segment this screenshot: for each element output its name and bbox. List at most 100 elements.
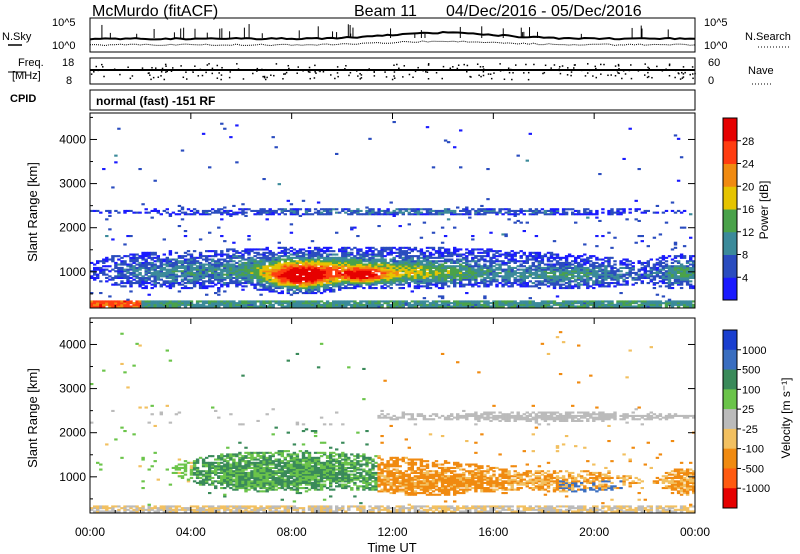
- power-cell: [407, 265, 411, 268]
- power-cell: [325, 271, 330, 274]
- power-cell: [301, 276, 306, 279]
- power-cell: [368, 213, 372, 216]
- power-cell: [350, 305, 354, 308]
- power-cell: [338, 248, 342, 251]
- power-cell: [495, 300, 499, 303]
- nave-dot: [101, 63, 103, 66]
- nave-dot: [502, 69, 505, 72]
- power-cell: [428, 260, 433, 263]
- power-cell: [217, 208, 221, 211]
- nave-dot: [170, 70, 173, 72]
- power-cell: [676, 209, 681, 212]
- power-cell: [205, 263, 209, 266]
- power-cell: [413, 248, 418, 251]
- power-cell: [247, 300, 251, 303]
- power-cell: [298, 248, 303, 251]
- power-cell: [201, 275, 206, 278]
- power-cell: [359, 278, 363, 281]
- power-cell: [316, 251, 321, 254]
- power-cell: [96, 261, 100, 264]
- power-cell: [159, 270, 163, 273]
- power-cell: [280, 292, 284, 295]
- power-cell: [586, 216, 590, 219]
- power-cell: [428, 270, 433, 273]
- power-cell: [365, 246, 369, 249]
- power-cell: [347, 276, 351, 279]
- power-cell: [214, 278, 218, 281]
- power-cell: [138, 280, 142, 283]
- power-cell: [580, 275, 584, 278]
- power-cell: [350, 273, 354, 276]
- power-cell: [377, 278, 381, 281]
- power-cell: [180, 260, 185, 263]
- power-cell: [93, 305, 97, 308]
- power-cell: [407, 211, 411, 214]
- power-cell: [156, 209, 160, 212]
- power-cell: [477, 255, 481, 258]
- power-cell: [316, 290, 321, 293]
- power-cell: [332, 268, 336, 271]
- power-cell: [410, 261, 414, 264]
- power-cell: [371, 261, 375, 264]
- power-cell: [646, 270, 650, 273]
- power-cell: [353, 285, 357, 288]
- power-cell: [168, 273, 173, 276]
- power-cell: [344, 251, 348, 254]
- power-cell: [546, 275, 551, 278]
- power-cell: [208, 278, 212, 281]
- power-cell: [280, 251, 284, 254]
- power-cell: [443, 273, 448, 276]
- power-cell: [217, 263, 221, 266]
- power-cell: [374, 255, 378, 258]
- nave-dot: [216, 77, 219, 79]
- power-cell: [277, 213, 281, 216]
- power-cell: [398, 305, 402, 308]
- power-cell: [353, 305, 357, 308]
- power-cell: [434, 302, 439, 305]
- power-cell: [126, 265, 130, 268]
- power-cell: [332, 256, 336, 259]
- power-cell: [159, 275, 163, 278]
- power-cell: [413, 268, 418, 271]
- power-cell: [347, 303, 351, 306]
- power-cell: [383, 302, 387, 305]
- power-cell: [244, 251, 248, 254]
- power-cell: [335, 273, 339, 276]
- power-cell: [313, 280, 318, 283]
- power-cell: [344, 278, 348, 281]
- power-cell: [256, 300, 260, 303]
- power-cell: [153, 253, 157, 256]
- power-cell: [183, 282, 188, 285]
- cpid-strip-frame: [89, 89, 696, 111]
- power-cell: [177, 265, 182, 268]
- power-cell: [356, 282, 360, 285]
- power-cell: [310, 300, 315, 303]
- power-cell: [180, 208, 185, 211]
- power-cell: [286, 263, 290, 266]
- power-cell: [262, 305, 266, 308]
- power-cell: [208, 285, 212, 288]
- power-cell: [555, 208, 560, 211]
- power-cell: [153, 265, 157, 268]
- power-cell: [120, 266, 124, 269]
- nave-dot: [511, 78, 513, 81]
- power-cell: [165, 305, 169, 308]
- power-cell: [271, 136, 275, 139]
- power-cell: [250, 209, 254, 212]
- power-cell: [186, 213, 191, 216]
- power-cell: [465, 305, 469, 308]
- power-cell: [371, 260, 375, 263]
- power-cell: [319, 211, 324, 214]
- nave-dot: [220, 78, 222, 81]
- power-cell: [365, 303, 369, 306]
- power-cell: [380, 285, 384, 288]
- power-cell: [374, 265, 378, 268]
- power-cell: [465, 248, 469, 251]
- power-cell: [434, 305, 439, 308]
- power-cell: [232, 263, 236, 266]
- power-cell: [265, 278, 269, 281]
- power-cell: [453, 260, 457, 263]
- power-cell: [419, 256, 424, 259]
- power-cell: [238, 211, 242, 214]
- power-cell: [592, 280, 596, 283]
